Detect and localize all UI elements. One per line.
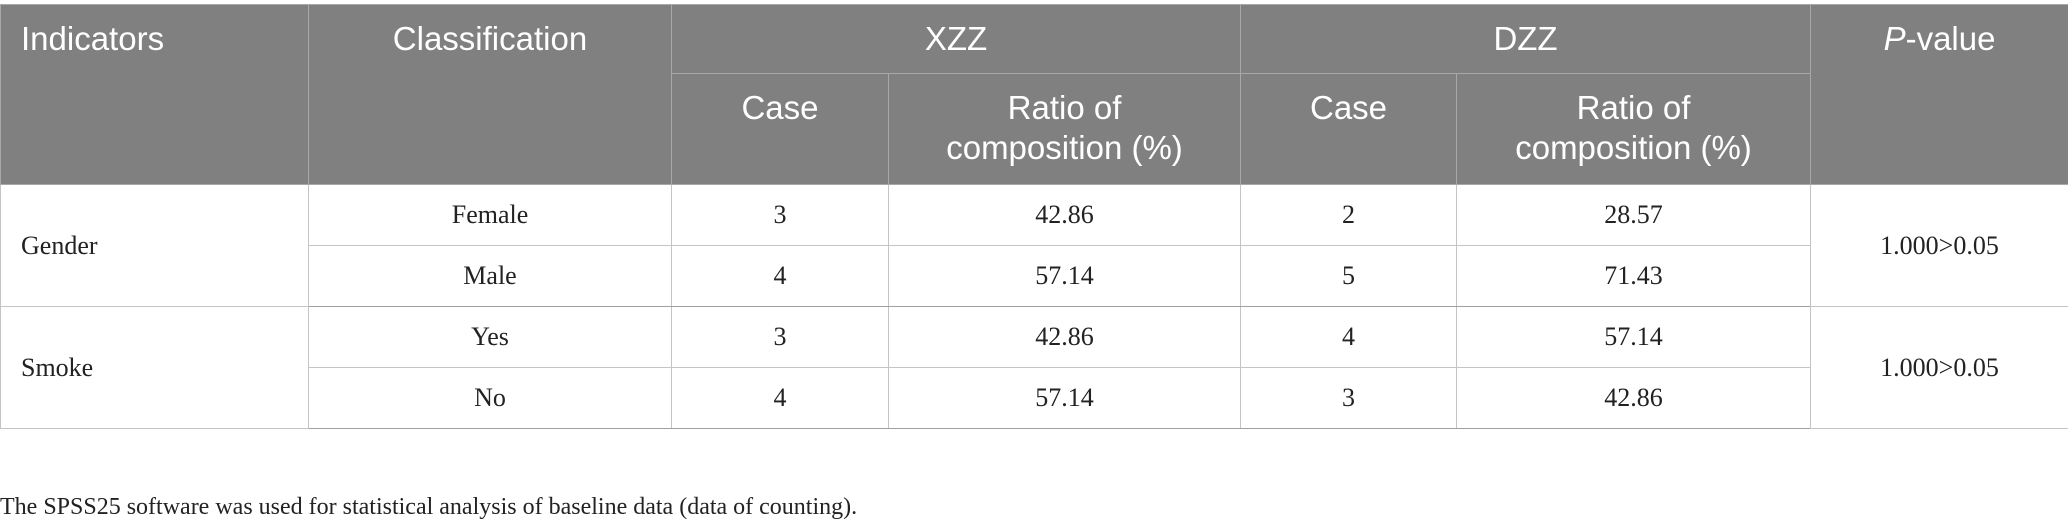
dzz-case-cell: 5 xyxy=(1240,245,1458,307)
dzz-case-cell: 4 xyxy=(1240,306,1458,368)
classification-cell: Female xyxy=(308,184,672,246)
dzz-ratio-cell: 57.14 xyxy=(1456,306,1812,368)
p-value-smoke: 1.000>0.05 xyxy=(1810,306,2068,429)
p-value-gender: 1.000>0.05 xyxy=(1810,184,2068,307)
ratio-line1: Ratio of xyxy=(1007,89,1122,126)
indicator-smoke: Smoke xyxy=(0,306,309,429)
xzz-case-cell: 3 xyxy=(671,184,889,246)
header-indicators: Indicators xyxy=(0,4,309,185)
table-row: Smoke Yes 3 42.86 4 57.14 1.000>0.05 xyxy=(0,306,2068,429)
classification-cell: Yes xyxy=(308,306,672,368)
table-row: Gender Female 3 42.86 2 28.57 1.000>0.05 xyxy=(0,184,2068,307)
table-container: Indicators Classification XZZ DZZ P-valu… xyxy=(0,4,2068,429)
header-p-value: P-value xyxy=(1810,4,2068,185)
dzz-case-cell: 3 xyxy=(1240,367,1458,429)
indicator-gender: Gender xyxy=(0,184,309,307)
dzz-ratio-cell: 71.43 xyxy=(1456,245,1812,307)
xzz-ratio-cell: 57.14 xyxy=(887,367,1242,429)
classification-cell: Male xyxy=(308,245,672,307)
ratio-line1: Ratio of xyxy=(1576,89,1691,126)
dzz-case-cell: 2 xyxy=(1240,184,1458,246)
xzz-ratio-cell: 42.86 xyxy=(887,184,1242,246)
classification-cell: No xyxy=(308,367,672,429)
ratio-line2: composition (%) xyxy=(946,129,1183,166)
dzz-ratio-cell: 28.57 xyxy=(1456,184,1812,246)
header-classification: Classification xyxy=(308,4,672,185)
header-xzz-ratio: Ratio of composition (%) xyxy=(887,73,1242,185)
header-group-dzz: DZZ xyxy=(1240,4,1812,74)
header-dzz-case: Case xyxy=(1240,73,1458,185)
table-footnote: The SPSS25 software was used for statist… xyxy=(0,494,858,520)
header-xzz-case: Case xyxy=(671,73,889,185)
p-suffix: -value xyxy=(1905,20,1996,57)
ratio-line2: composition (%) xyxy=(1515,129,1752,166)
xzz-ratio-cell: 57.14 xyxy=(887,245,1242,307)
header-group-xzz: XZZ xyxy=(670,4,1242,74)
baseline-data-table: Indicators Classification XZZ DZZ P-valu… xyxy=(0,4,2068,429)
xzz-case-cell: 3 xyxy=(671,306,889,368)
p-italic: P xyxy=(1883,20,1906,57)
table-row: Male 4 57.14 5 71.43 xyxy=(1,245,2068,307)
table-row: No 4 57.14 3 42.86 xyxy=(1,367,2068,429)
header-dzz-ratio: Ratio of composition (%) xyxy=(1456,73,1812,185)
xzz-case-cell: 4 xyxy=(671,245,889,307)
dzz-ratio-cell: 42.86 xyxy=(1456,367,1812,429)
xzz-case-cell: 4 xyxy=(671,367,889,429)
xzz-ratio-cell: 42.86 xyxy=(887,306,1242,368)
